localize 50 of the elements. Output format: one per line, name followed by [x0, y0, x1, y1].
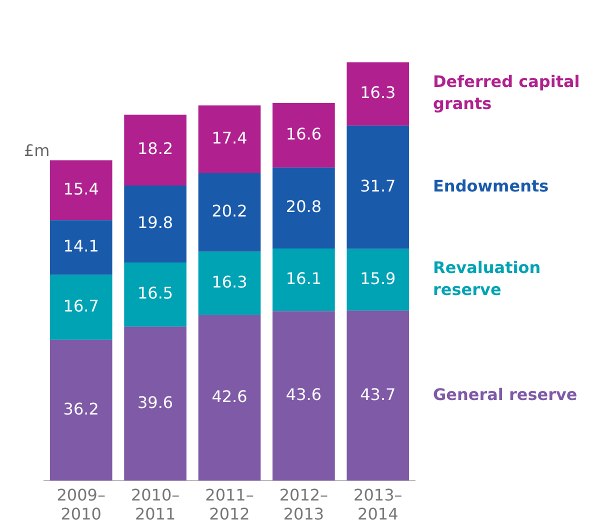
data-label: 15.4: [63, 179, 99, 198]
bar: [272, 103, 335, 168]
data-label: 15.9: [360, 268, 396, 288]
data-label: 42.6: [212, 386, 248, 406]
x-tick-label: 2013–2014: [354, 485, 402, 524]
bar: [124, 114, 186, 186]
data-label: 16.3: [360, 83, 396, 102]
data-label: 14.1: [63, 236, 99, 256]
bar: [198, 173, 261, 252]
bar: [346, 126, 410, 249]
series-label: Endowments: [433, 176, 549, 196]
bar: [198, 105, 261, 174]
bar: [346, 62, 410, 126]
x-tick-label: 2010–2011: [130, 485, 180, 524]
bar: [346, 310, 410, 481]
bar: [124, 185, 186, 262]
data-label: 43.6: [286, 384, 322, 404]
y-axis-title: £m: [24, 141, 50, 160]
data-label: 36.2: [63, 399, 99, 418]
bar: [50, 220, 112, 275]
data-label: 16.6: [286, 124, 322, 144]
data-label: 20.8: [286, 197, 322, 216]
data-label: 39.6: [137, 392, 174, 412]
bar: [272, 168, 335, 248]
data-label: 16.1: [286, 268, 322, 288]
data-label: 16.5: [137, 284, 174, 303]
bar: [124, 326, 186, 481]
data-label: 20.2: [212, 201, 248, 220]
bar: [198, 252, 261, 315]
data-label: 17.4: [212, 128, 248, 148]
bar: [50, 160, 112, 220]
series-label: Deferred capital grants: [433, 72, 580, 114]
series-label: Revaluation reserve: [433, 258, 541, 299]
bar: [272, 311, 335, 481]
x-tick-label: 2009–2010: [56, 485, 106, 524]
x-tick-label: 2011–2012: [205, 485, 254, 524]
x-tick-label: 2012–2013: [279, 485, 328, 524]
data-label: 31.7: [360, 176, 396, 196]
bar: [198, 314, 261, 481]
bar: [50, 340, 112, 481]
bar: [272, 248, 335, 312]
data-label: 18.2: [137, 139, 174, 158]
data-label: 43.7: [360, 384, 396, 404]
series-label: General reserve: [433, 384, 578, 404]
data-label: 19.8: [137, 213, 174, 232]
bar: [124, 262, 186, 327]
data-label: 16.7: [63, 296, 99, 316]
data-label: 16.3: [212, 272, 248, 292]
bar: [50, 274, 112, 340]
bar: [346, 248, 410, 311]
